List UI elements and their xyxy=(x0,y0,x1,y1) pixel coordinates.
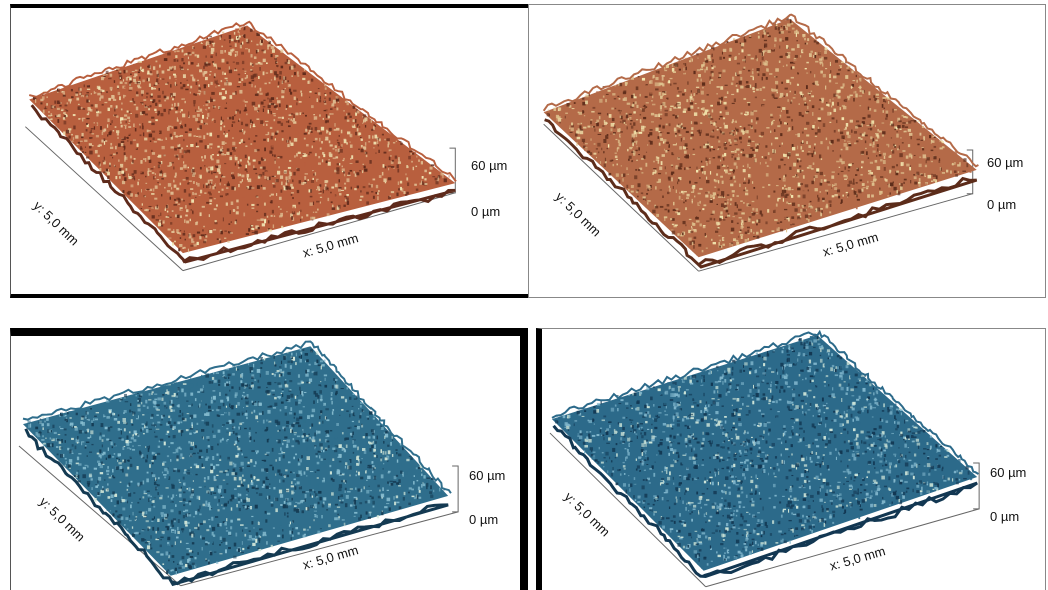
surface-relief-top-right xyxy=(542,13,979,269)
z-max-label: 60 µm xyxy=(471,158,508,173)
surface-panel-top-right: y: 5,0 mm x: 5,0 mm 60 µm 0 µm xyxy=(528,4,1046,298)
x-axis-line xyxy=(705,508,980,588)
z-max-label: 60 µm xyxy=(987,155,1024,170)
surface-panel-bottom-right: y: 5,0 mm x: 5,0 mm 60 µm 0 µm xyxy=(536,328,1046,590)
z-min-label: 0 µm xyxy=(471,204,501,219)
surface-plot-bottom-right xyxy=(549,329,980,588)
z-max-label: 60 µm xyxy=(990,465,1027,480)
surface-relief-bottom-right xyxy=(551,329,979,579)
surface-panel-bottom-left: y: 5,0 mm x: 5,0 mm 60 µm 0 µm xyxy=(10,328,528,590)
y-axis-line xyxy=(25,126,184,272)
z-min-label: 0 µm xyxy=(469,512,499,527)
z-axis-line xyxy=(973,462,980,510)
x-axis-line xyxy=(698,193,973,272)
z-min-label: 0 µm xyxy=(990,509,1020,524)
x-axis-line xyxy=(182,192,456,272)
x-axis-line xyxy=(180,511,459,587)
z-max-label: 60 µm xyxy=(469,468,506,483)
surface-relief-bottom-left xyxy=(22,340,452,587)
surface-relief-top-left xyxy=(28,20,457,264)
surface-plot-top-right xyxy=(542,13,979,272)
surface-plot-bottom-left xyxy=(18,340,459,587)
y-axis-line xyxy=(543,123,699,272)
surface-plot-top-left xyxy=(25,20,457,272)
z-axis-line xyxy=(449,147,456,194)
z-min-label: 0 µm xyxy=(987,197,1017,212)
surface-panel-top-left: y: 5,0 mm x: 5,0 mm 60 µm 0 µm xyxy=(10,4,528,298)
z-axis-line xyxy=(452,465,459,513)
z-axis-line xyxy=(966,149,974,195)
y-axis-line xyxy=(549,432,707,588)
